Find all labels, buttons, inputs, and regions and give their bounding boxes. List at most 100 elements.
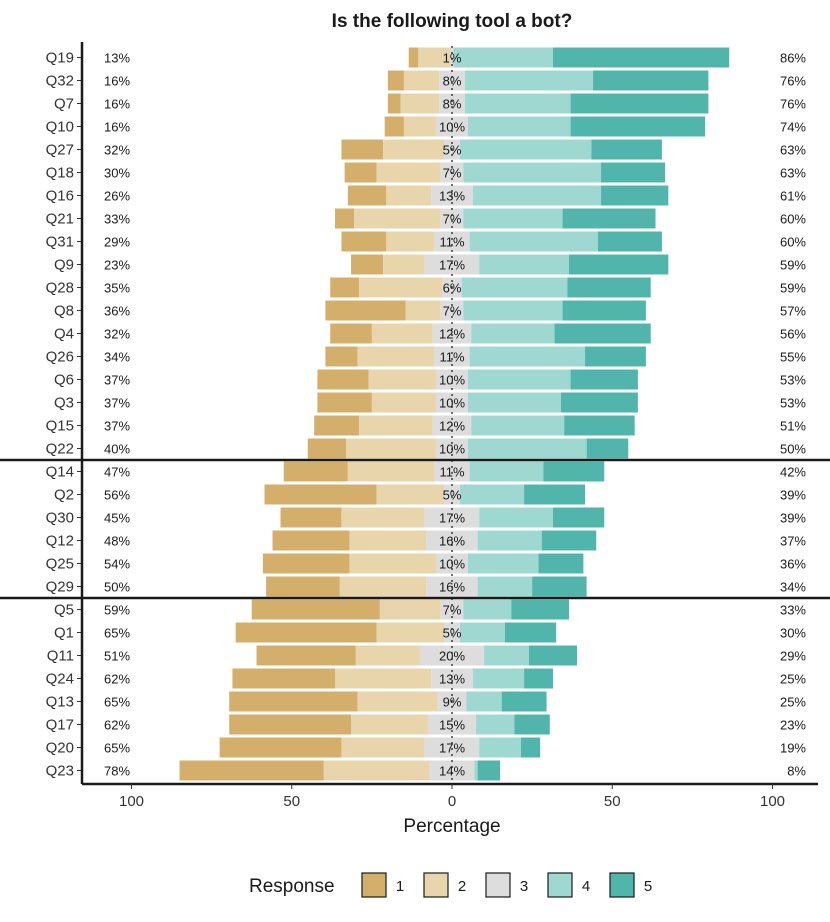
right-percent-label: 86% — [780, 51, 806, 66]
center-percent-label: 5% — [443, 626, 462, 641]
center-percent-label: 5% — [443, 488, 462, 503]
bar-Q17-response-5 — [514, 714, 550, 735]
bar-Q32-response-4 — [464, 70, 594, 91]
x-tick-label: 50 — [604, 793, 621, 810]
bar-Q31-response-3 — [434, 231, 470, 252]
left-percent-label: 30% — [104, 166, 130, 181]
left-percent-label: 32% — [104, 327, 130, 342]
bar-Q2-response-1 — [264, 484, 377, 505]
bar-Q7-response-4 — [464, 93, 571, 114]
right-percent-label: 23% — [780, 718, 806, 733]
left-percent-label: 45% — [104, 511, 130, 526]
bar-Q1-response-1 — [235, 622, 377, 643]
bar-Q32-response-1 — [387, 70, 404, 91]
bar-Q30-response-2 — [341, 507, 425, 528]
bar-Q26-response-4 — [469, 346, 586, 367]
left-percent-label: 13% — [104, 51, 130, 66]
bar-Q29-response-1 — [266, 576, 340, 597]
bar-Q13-response-5 — [501, 691, 547, 712]
legend-swatch-2 — [423, 872, 449, 898]
center-percent-label: 8% — [443, 74, 462, 89]
bar-Q20-response-3 — [424, 737, 480, 758]
bar-Q30-response-1 — [280, 507, 342, 528]
bar-Q12-response-4 — [477, 530, 542, 551]
bar-Q11-response-1 — [256, 645, 356, 666]
bar-Q11-response-5 — [528, 645, 577, 666]
bar-Q11-response-4 — [484, 645, 529, 666]
bar-Q4-response-5 — [554, 323, 651, 344]
bar-Q4-response-1 — [330, 323, 372, 344]
bar-Q19-response-1 — [408, 47, 419, 68]
bar-Q4-response-2 — [371, 323, 433, 344]
bar-Q16-response-5 — [601, 185, 669, 206]
bar-Q21-response-2 — [354, 208, 441, 229]
bar-Q25-response-1 — [262, 553, 350, 574]
y-tick-label: Q25 — [46, 556, 74, 573]
bar-Q12-response-1 — [272, 530, 350, 551]
bar-Q9-response-1 — [351, 254, 384, 275]
bar-Q26-response-3 — [434, 346, 470, 367]
bar-Q21-response-4 — [463, 208, 563, 229]
y-tick-label: Q22 — [46, 441, 74, 458]
right-percent-label: 61% — [780, 189, 806, 204]
bar-Q21-response-5 — [562, 208, 656, 229]
bar-Q10-response-1 — [384, 116, 404, 137]
left-percent-label: 48% — [104, 534, 130, 549]
bar-Q13-response-2 — [357, 691, 438, 712]
left-percent-label: 62% — [104, 718, 130, 733]
bar-Q22-response-4 — [468, 438, 587, 459]
bar-Q3-response-2 — [371, 392, 436, 413]
bar-Q17-response-1 — [229, 714, 352, 735]
x-tick-label: 100 — [760, 793, 785, 810]
center-percent-label: 14% — [439, 764, 465, 779]
right-percent-label: 34% — [780, 580, 806, 595]
legend-swatch-5 — [609, 872, 635, 898]
left-percent-label: 65% — [104, 626, 130, 641]
bar-Q17-response-4 — [476, 714, 515, 735]
y-tick-label: Q4 — [54, 326, 74, 343]
y-tick-label: Q6 — [54, 372, 74, 389]
left-percent-label: 26% — [104, 189, 130, 204]
bar-Q19-response-2 — [418, 47, 451, 68]
bar-Q15-response-2 — [359, 415, 433, 436]
left-percent-label: 16% — [104, 120, 130, 135]
bar-Q17-response-2 — [351, 714, 428, 735]
bar-Q9-response-3 — [424, 254, 480, 275]
legend-title: Response — [249, 876, 335, 897]
right-percent-label: 37% — [780, 534, 806, 549]
bar-Q1-response-3 — [443, 622, 461, 643]
left-percent-label: 50% — [104, 580, 130, 595]
left-percent-label: 37% — [104, 396, 130, 411]
bar-Q25-response-4 — [468, 553, 539, 574]
y-tick-label: Q31 — [46, 234, 74, 251]
left-percent-label: 37% — [104, 373, 130, 388]
bar-Q14-response-2 — [347, 461, 435, 482]
bar-Q20-response-5 — [520, 737, 541, 758]
legend-swatch-3 — [485, 872, 511, 898]
bar-Q18-response-5 — [601, 162, 666, 183]
bar-Q19-response-5 — [552, 47, 730, 68]
x-tick-label: 0 — [448, 793, 456, 810]
bar-Q8-response-4 — [463, 300, 563, 321]
y-tick-label: Q21 — [46, 211, 74, 228]
bar-Q5-response-5 — [511, 599, 569, 620]
bar-Q24-response-1 — [232, 668, 336, 689]
left-percent-label: 65% — [104, 695, 130, 710]
center-percent-label: 8% — [443, 97, 462, 112]
y-tick-label: Q14 — [46, 464, 74, 481]
center-percent-label: 17% — [439, 511, 465, 526]
bar-Q27-response-2 — [383, 139, 444, 160]
legend-label-4: 4 — [582, 878, 590, 895]
chart-title: Is the following tool a bot? — [332, 11, 573, 32]
bar-Q29-response-5 — [532, 576, 587, 597]
y-tick-label: Q30 — [46, 510, 74, 527]
y-tick-label: Q20 — [46, 740, 74, 757]
y-tick-label: Q12 — [46, 533, 74, 550]
bar-Q23-response-5 — [477, 760, 501, 781]
bar-Q31-response-4 — [469, 231, 598, 252]
bar-Q6-response-2 — [368, 369, 436, 390]
bar-Q24-response-5 — [524, 668, 553, 689]
bar-Q20-response-4 — [479, 737, 521, 758]
legend-swatch-1 — [361, 872, 387, 898]
